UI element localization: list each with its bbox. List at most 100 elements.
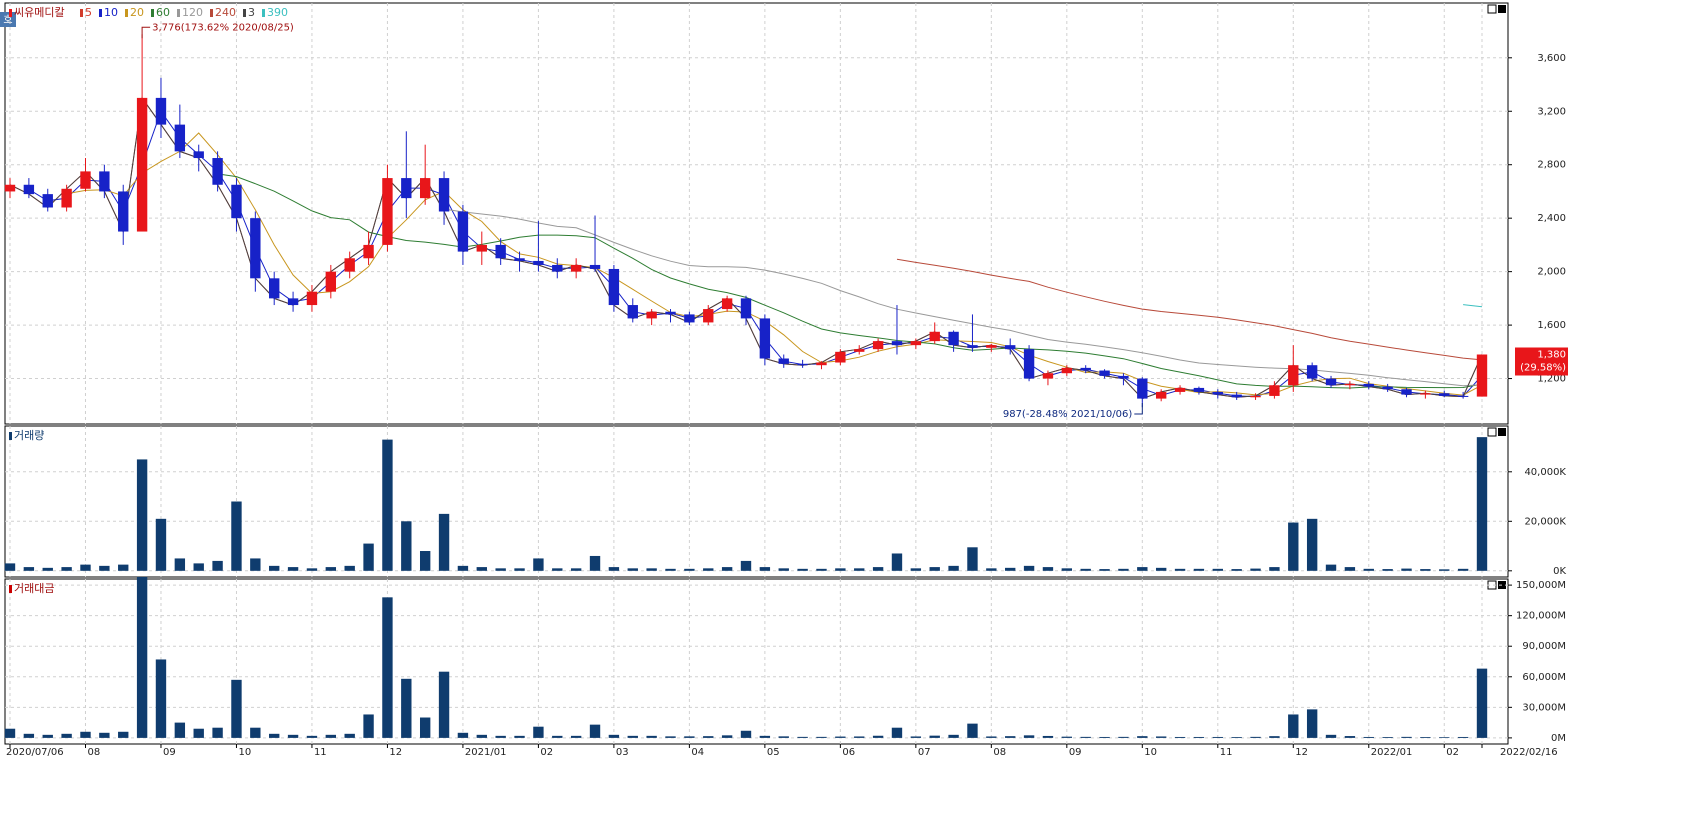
bar: [1212, 736, 1223, 738]
candle-body: [118, 191, 129, 232]
panel-control[interactable]: [1498, 581, 1506, 589]
panel-control[interactable]: [1498, 428, 1506, 436]
candle-body: [986, 345, 997, 348]
bar: [854, 736, 865, 738]
bar: [1155, 736, 1167, 738]
bar: [1250, 568, 1261, 571]
bar: [23, 733, 35, 738]
bar: [1193, 736, 1205, 738]
x-tick-label: 09: [163, 747, 176, 758]
bar: [382, 439, 393, 571]
candle-body: [891, 341, 903, 346]
x-tick-label: 02: [1446, 747, 1459, 758]
candle-body: [1042, 373, 1054, 379]
bar: [552, 568, 563, 571]
bar: [910, 736, 922, 738]
candle-body: [136, 97, 148, 232]
bar: [778, 568, 789, 571]
candle-body: [61, 188, 72, 208]
candle-body: [80, 171, 91, 189]
bar: [891, 553, 903, 571]
bar: [797, 736, 808, 738]
y-tick-label: 20,000K: [1524, 516, 1566, 527]
candle-body: [872, 341, 884, 350]
bar: [1042, 735, 1054, 738]
bar: [986, 736, 997, 738]
legend-swatch: [243, 9, 246, 17]
candle-body: [1344, 383, 1356, 386]
candle-body: [1061, 367, 1073, 374]
button-label[interactable]: 호: [3, 14, 12, 26]
y-tick-label: 2,800: [1537, 160, 1566, 171]
legend-label: 3: [248, 6, 255, 19]
bar: [61, 567, 72, 571]
bar: [1382, 737, 1393, 738]
bar: [721, 567, 733, 571]
candle-body: [1174, 387, 1186, 392]
bar: [1269, 567, 1280, 571]
candle-body: [419, 178, 431, 199]
bar: [703, 568, 714, 571]
bar: [627, 735, 638, 738]
candle-body: [1023, 349, 1035, 379]
bar: [1476, 668, 1488, 738]
bar: [80, 564, 91, 571]
bar: [1137, 736, 1148, 738]
bar: [1288, 714, 1299, 738]
legend-swatch: [210, 9, 213, 17]
bar: [344, 733, 355, 738]
bar: [495, 735, 506, 738]
bar: [174, 722, 186, 738]
bar: [608, 567, 620, 571]
panel-control[interactable]: [1487, 4, 1497, 14]
moving-average: [1463, 304, 1483, 308]
candle-body: [589, 264, 601, 269]
panel-control[interactable]: [1487, 427, 1497, 437]
bar: [910, 568, 922, 571]
bar: [23, 567, 35, 571]
bar: [250, 727, 261, 738]
candle-body: [533, 260, 544, 265]
candle-body: [42, 194, 53, 208]
y-tick-label: 0K: [1553, 566, 1566, 577]
legend-swatch: [9, 9, 12, 17]
bar: [1476, 437, 1488, 571]
bar: [854, 568, 865, 571]
legend-swatch: [9, 432, 12, 440]
y-tick-label: 150,000M: [1516, 580, 1566, 591]
candle-body: [1212, 391, 1223, 395]
bar: [1250, 736, 1261, 738]
candle-body: [401, 178, 412, 199]
bar: [1212, 568, 1223, 571]
panel-control[interactable]: [1498, 5, 1506, 13]
x-tick-label: 2020/07/06: [6, 747, 64, 758]
bar: [721, 735, 733, 738]
bar: [1325, 734, 1337, 738]
candle-body: [1439, 393, 1450, 396]
x-tick-label: 12: [1295, 747, 1308, 758]
candle-body: [1231, 394, 1242, 398]
bar: [136, 576, 148, 738]
bar: [1325, 564, 1337, 571]
bar: [269, 733, 280, 738]
bar: [4, 728, 16, 738]
bar: [1439, 737, 1450, 738]
legend-label: 60: [156, 6, 170, 19]
bar: [967, 547, 978, 571]
bar: [1231, 737, 1242, 738]
bar: [1099, 569, 1110, 571]
candle-body: [948, 331, 959, 346]
candle-body: [1193, 387, 1205, 392]
annotation: 3,776(173.62% 2020/08/25): [152, 22, 294, 33]
bar: [1363, 568, 1374, 571]
bar: [929, 735, 940, 738]
bar: [476, 567, 487, 571]
bar: [797, 568, 808, 571]
candle-body: [495, 244, 506, 259]
candle-body: [552, 264, 563, 272]
bar: [287, 567, 299, 571]
candle-body: [1476, 354, 1488, 397]
bar: [476, 734, 487, 738]
bar: [665, 736, 676, 738]
panel-controls[interactable]: [1487, 4, 1506, 590]
